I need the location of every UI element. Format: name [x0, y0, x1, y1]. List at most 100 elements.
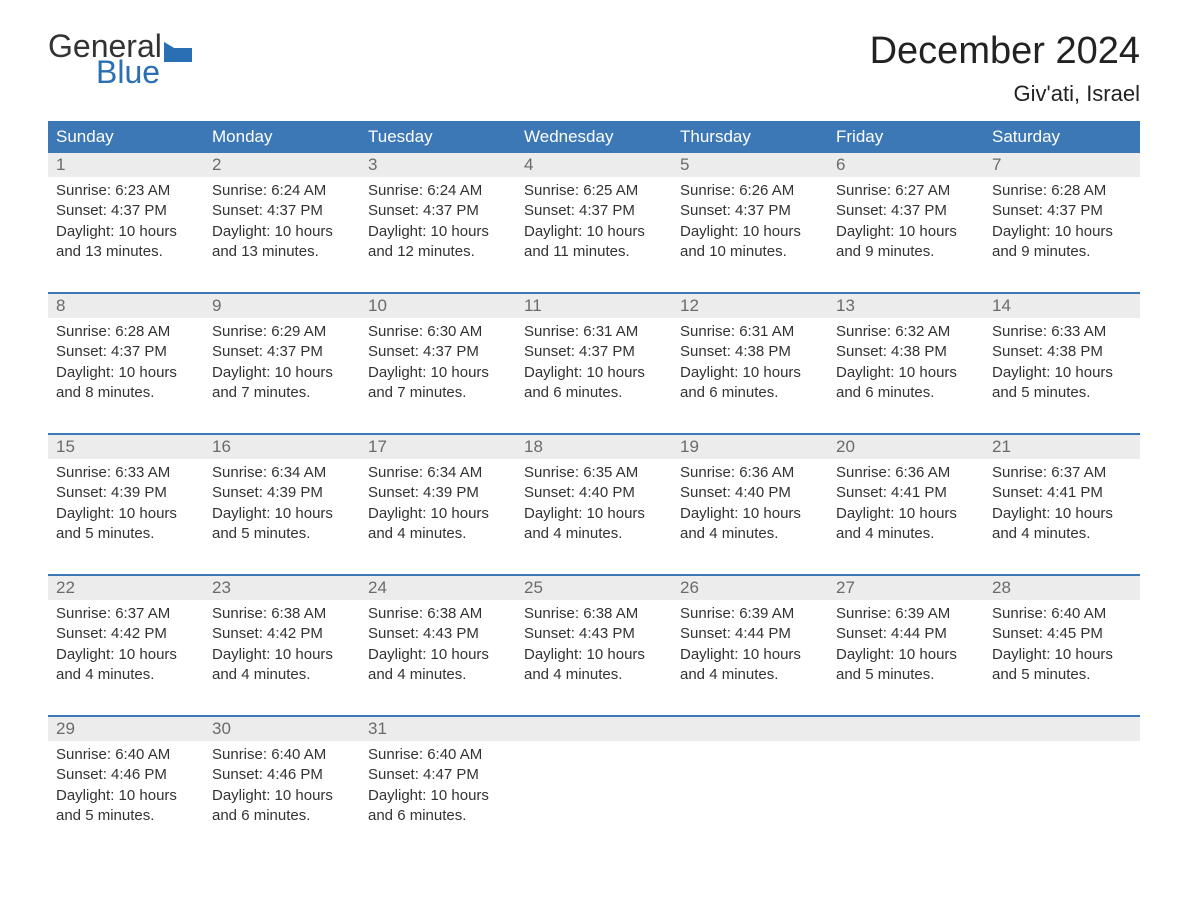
day-sunrise: Sunrise: 6:28 AM [56, 322, 196, 342]
day-sunset: Sunset: 4:46 PM [56, 765, 196, 785]
day-daylight2: and 4 minutes. [992, 524, 1132, 544]
weekday-header: Tuesday [360, 121, 516, 153]
day-sunrise: Sunrise: 6:37 AM [56, 604, 196, 624]
day-daylight2: and 11 minutes. [524, 242, 664, 262]
day-number: 16 [204, 435, 360, 459]
day-sunset: Sunset: 4:37 PM [680, 201, 820, 221]
day-daylight2: and 4 minutes. [212, 665, 352, 685]
day-daylight1: Daylight: 10 hours [836, 504, 976, 524]
day-sunset: Sunset: 4:38 PM [992, 342, 1132, 362]
day-daylight1: Daylight: 10 hours [992, 222, 1132, 242]
day-daylight2: and 7 minutes. [368, 383, 508, 403]
day-sunrise: Sunrise: 6:32 AM [836, 322, 976, 342]
day-sunrise: Sunrise: 6:34 AM [212, 463, 352, 483]
day-sunset: Sunset: 4:37 PM [56, 342, 196, 362]
day-sunrise: Sunrise: 6:31 AM [524, 322, 664, 342]
day-sunrise: Sunrise: 6:34 AM [368, 463, 508, 483]
day-daylight1: Daylight: 10 hours [56, 504, 196, 524]
weekday-header: Saturday [984, 121, 1140, 153]
day-daylight1: Daylight: 10 hours [680, 222, 820, 242]
day-cell: Sunrise: 6:31 AMSunset: 4:38 PMDaylight:… [672, 318, 828, 417]
day-daylight2: and 9 minutes. [992, 242, 1132, 262]
day-cell: Sunrise: 6:40 AMSunset: 4:46 PMDaylight:… [204, 741, 360, 840]
day-sunset: Sunset: 4:39 PM [212, 483, 352, 503]
day-number: 14 [984, 294, 1140, 318]
day-number: 2 [204, 153, 360, 177]
logo-text-bottom: Blue [96, 56, 192, 88]
day-sunset: Sunset: 4:38 PM [836, 342, 976, 362]
day-cell: Sunrise: 6:28 AMSunset: 4:37 PMDaylight:… [48, 318, 204, 417]
day-cell: Sunrise: 6:29 AMSunset: 4:37 PMDaylight:… [204, 318, 360, 417]
day-sunset: Sunset: 4:40 PM [680, 483, 820, 503]
day-sunset: Sunset: 4:37 PM [992, 201, 1132, 221]
day-number [516, 717, 672, 741]
day-daylight2: and 10 minutes. [680, 242, 820, 262]
day-number: 5 [672, 153, 828, 177]
day-daylight2: and 9 minutes. [836, 242, 976, 262]
day-daylight2: and 4 minutes. [524, 665, 664, 685]
day-daylight1: Daylight: 10 hours [524, 363, 664, 383]
week-row: 15161718192021Sunrise: 6:33 AMSunset: 4:… [48, 433, 1140, 558]
day-daylight1: Daylight: 10 hours [680, 645, 820, 665]
day-sunrise: Sunrise: 6:40 AM [368, 745, 508, 765]
day-sunrise: Sunrise: 6:40 AM [56, 745, 196, 765]
day-sunset: Sunset: 4:37 PM [368, 201, 508, 221]
week-row: 293031Sunrise: 6:40 AMSunset: 4:46 PMDay… [48, 715, 1140, 840]
day-daylight2: and 6 minutes. [212, 806, 352, 826]
calendar: Sunday Monday Tuesday Wednesday Thursday… [48, 121, 1140, 840]
day-sunset: Sunset: 4:37 PM [524, 342, 664, 362]
day-cell: Sunrise: 6:33 AMSunset: 4:38 PMDaylight:… [984, 318, 1140, 417]
day-cell: Sunrise: 6:28 AMSunset: 4:37 PMDaylight:… [984, 177, 1140, 276]
day-sunset: Sunset: 4:44 PM [836, 624, 976, 644]
day-number: 7 [984, 153, 1140, 177]
day-sunrise: Sunrise: 6:36 AM [836, 463, 976, 483]
day-cell [516, 741, 672, 840]
day-cell: Sunrise: 6:37 AMSunset: 4:41 PMDaylight:… [984, 459, 1140, 558]
day-sunset: Sunset: 4:45 PM [992, 624, 1132, 644]
day-sunset: Sunset: 4:43 PM [524, 624, 664, 644]
day-cell: Sunrise: 6:34 AMSunset: 4:39 PMDaylight:… [360, 459, 516, 558]
day-sunset: Sunset: 4:41 PM [992, 483, 1132, 503]
day-daylight1: Daylight: 10 hours [524, 645, 664, 665]
day-number-row: 22232425262728 [48, 576, 1140, 600]
day-daylight2: and 6 minutes. [836, 383, 976, 403]
day-cell: Sunrise: 6:30 AMSunset: 4:37 PMDaylight:… [360, 318, 516, 417]
day-cell [828, 741, 984, 840]
day-cell: Sunrise: 6:24 AMSunset: 4:37 PMDaylight:… [204, 177, 360, 276]
day-cell: Sunrise: 6:33 AMSunset: 4:39 PMDaylight:… [48, 459, 204, 558]
day-sunrise: Sunrise: 6:39 AM [680, 604, 820, 624]
day-cell: Sunrise: 6:36 AMSunset: 4:40 PMDaylight:… [672, 459, 828, 558]
day-cell: Sunrise: 6:40 AMSunset: 4:46 PMDaylight:… [48, 741, 204, 840]
weekday-header: Thursday [672, 121, 828, 153]
day-daylight1: Daylight: 10 hours [56, 786, 196, 806]
day-number: 19 [672, 435, 828, 459]
day-number: 25 [516, 576, 672, 600]
day-daylight2: and 4 minutes. [56, 665, 196, 685]
day-sunrise: Sunrise: 6:30 AM [368, 322, 508, 342]
day-sunset: Sunset: 4:43 PM [368, 624, 508, 644]
day-daylight1: Daylight: 10 hours [524, 222, 664, 242]
day-cell: Sunrise: 6:39 AMSunset: 4:44 PMDaylight:… [828, 600, 984, 699]
day-sunrise: Sunrise: 6:24 AM [368, 181, 508, 201]
day-daylight1: Daylight: 10 hours [212, 363, 352, 383]
day-number: 17 [360, 435, 516, 459]
day-daylight2: and 4 minutes. [680, 524, 820, 544]
day-number: 4 [516, 153, 672, 177]
day-number: 23 [204, 576, 360, 600]
day-sunrise: Sunrise: 6:25 AM [524, 181, 664, 201]
day-daylight2: and 5 minutes. [56, 524, 196, 544]
day-number: 28 [984, 576, 1140, 600]
day-sunrise: Sunrise: 6:37 AM [992, 463, 1132, 483]
day-number: 10 [360, 294, 516, 318]
day-sunset: Sunset: 4:37 PM [368, 342, 508, 362]
day-number-row: 891011121314 [48, 294, 1140, 318]
day-sunset: Sunset: 4:44 PM [680, 624, 820, 644]
weekday-header: Friday [828, 121, 984, 153]
weekday-header-row: Sunday Monday Tuesday Wednesday Thursday… [48, 121, 1140, 153]
week-row: 22232425262728 Sunrise: 6:37 AM Sunset: 4:… [48, 574, 1140, 699]
day-number: 13 [828, 294, 984, 318]
month-title: December 2024 [870, 30, 1140, 73]
day-sunrise: Sunrise: 6:27 AM [836, 181, 976, 201]
day-daylight2: and 4 minutes. [836, 524, 976, 544]
day-cell: Sunrise: 6:23 AMSunset: 4:37 PMDaylight:… [48, 177, 204, 276]
